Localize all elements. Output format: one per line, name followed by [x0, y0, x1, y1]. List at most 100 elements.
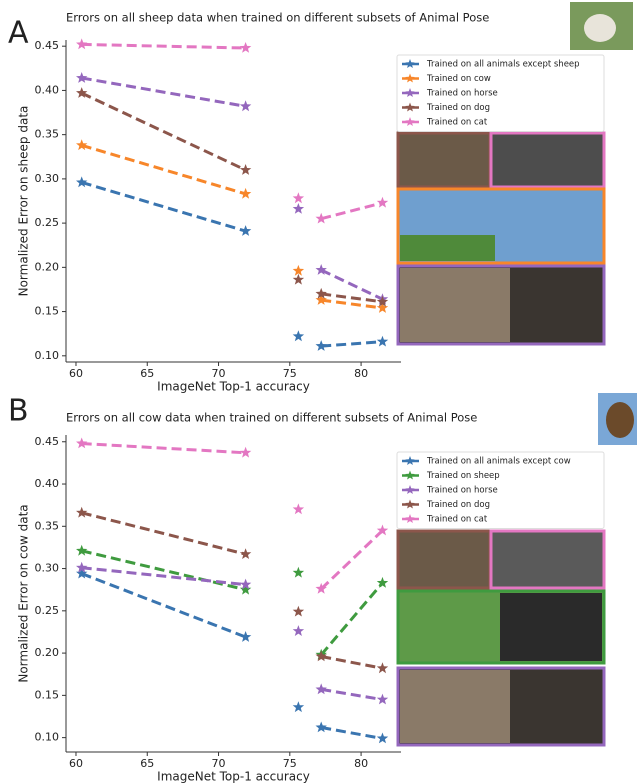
legend-label: Trained on all animals except cow: [426, 457, 571, 467]
x-tick-label: 70: [212, 757, 226, 770]
y-tick-label: 0.25: [35, 216, 60, 229]
y-tick-label: 0.20: [35, 646, 60, 659]
series-line: [81, 180, 383, 348]
legend-box: [396, 451, 605, 529]
y-tick-label: 0.20: [35, 260, 60, 273]
x-tick-label: 60: [69, 367, 83, 380]
chart-title: Errors on all sheep data when trained on…: [66, 11, 489, 25]
y-tick-label: 0.40: [35, 83, 60, 96]
series-line: [81, 91, 383, 304]
y-tick-label: 0.40: [35, 477, 60, 490]
data-point: [76, 506, 88, 518]
data-point: [292, 503, 305, 515]
legend-box: [396, 54, 605, 132]
y-axis-label: Normalized Error on cow data: [17, 504, 31, 682]
photo: [400, 235, 495, 261]
data-point: [376, 295, 389, 307]
data-point: [292, 192, 305, 204]
data-point: [239, 225, 252, 236]
y-tick-label: 0.30: [35, 562, 60, 575]
data-point: [315, 264, 327, 275]
photo: [396, 529, 492, 590]
chart-title: Errors on all cow data when trained on d…: [66, 411, 477, 425]
data-point: [376, 662, 389, 674]
data-point: [76, 567, 88, 579]
x-tick-label: 80: [354, 757, 368, 770]
y-tick-label: 0.30: [35, 172, 60, 185]
y-tick-label: 0.15: [35, 688, 60, 701]
legend-label: Trained on dog: [426, 103, 490, 113]
data-point: [76, 87, 88, 98]
data-point: [292, 566, 305, 578]
photo: [400, 268, 510, 342]
panel-letter: B: [8, 394, 29, 429]
data-point: [292, 625, 305, 636]
x-tick-label: 75: [283, 757, 297, 770]
data-point: [239, 100, 252, 112]
data-point: [376, 335, 389, 347]
series-line: [81, 76, 384, 301]
data-point: [292, 203, 305, 214]
data-point: [315, 212, 327, 224]
data-point: [239, 42, 252, 53]
data-point: [376, 693, 389, 705]
legend-label: Trained on cow: [426, 74, 491, 84]
series-line: [81, 549, 384, 656]
data-point: [76, 544, 88, 556]
x-axis-label: ImageNet Top-1 accuracy: [157, 770, 310, 784]
y-axis-label: Normalized Error on sheep data: [17, 106, 31, 297]
series-line: [81, 572, 383, 740]
x-axis-label: ImageNet Top-1 accuracy: [157, 380, 310, 394]
photo: [584, 14, 616, 42]
y-tick-label: 0.45: [35, 435, 60, 448]
legend-label: Trained on horse: [426, 486, 498, 496]
x-tick-label: 65: [140, 757, 154, 770]
series-line: [81, 42, 383, 221]
data-point: [376, 732, 389, 744]
data-point: [376, 196, 389, 208]
y-tick-label: 0.35: [35, 128, 60, 141]
x-tick-label: 75: [283, 367, 297, 380]
thumbnails: [396, 2, 637, 747]
y-tick-label: 0.25: [35, 604, 60, 617]
x-tick-label: 65: [140, 367, 154, 380]
y-tick-label: 0.10: [35, 731, 60, 744]
photo: [489, 131, 606, 189]
data-point: [292, 701, 305, 713]
data-point: [315, 721, 327, 733]
photo: [396, 131, 492, 189]
x-tick-label: 70: [212, 367, 226, 380]
data-point: [376, 576, 389, 588]
data-point: [376, 302, 389, 313]
legend-label: Trained on all animals except sheep: [426, 60, 580, 70]
data-point: [315, 582, 327, 594]
series-line: [81, 566, 383, 702]
data-point: [76, 176, 88, 188]
photo: [500, 593, 602, 661]
series-line: [81, 442, 384, 590]
x-tick-label: 80: [354, 367, 368, 380]
panel-letter: A: [8, 16, 29, 51]
data-point: [292, 273, 305, 285]
photo: [400, 670, 510, 743]
data-point: [239, 583, 252, 595]
data-point: [76, 38, 88, 50]
data-point: [292, 264, 305, 276]
y-tick-label: 0.15: [35, 305, 60, 318]
y-tick-label: 0.10: [35, 349, 60, 362]
y-tick-label: 0.35: [35, 519, 60, 532]
legend-label: Trained on horse: [426, 89, 498, 99]
legend-label: Trained on cat: [426, 515, 488, 525]
data-point: [76, 437, 88, 449]
data-point: [292, 605, 305, 617]
y-tick-label: 0.45: [35, 39, 60, 52]
data-point: [76, 561, 88, 573]
data-point: [315, 650, 327, 662]
legend-label: Trained on dog: [426, 500, 490, 510]
data-point: [76, 139, 88, 151]
data-point: [239, 631, 252, 642]
data-point: [239, 548, 252, 559]
data-point: [315, 340, 327, 351]
data-point: [239, 187, 252, 199]
